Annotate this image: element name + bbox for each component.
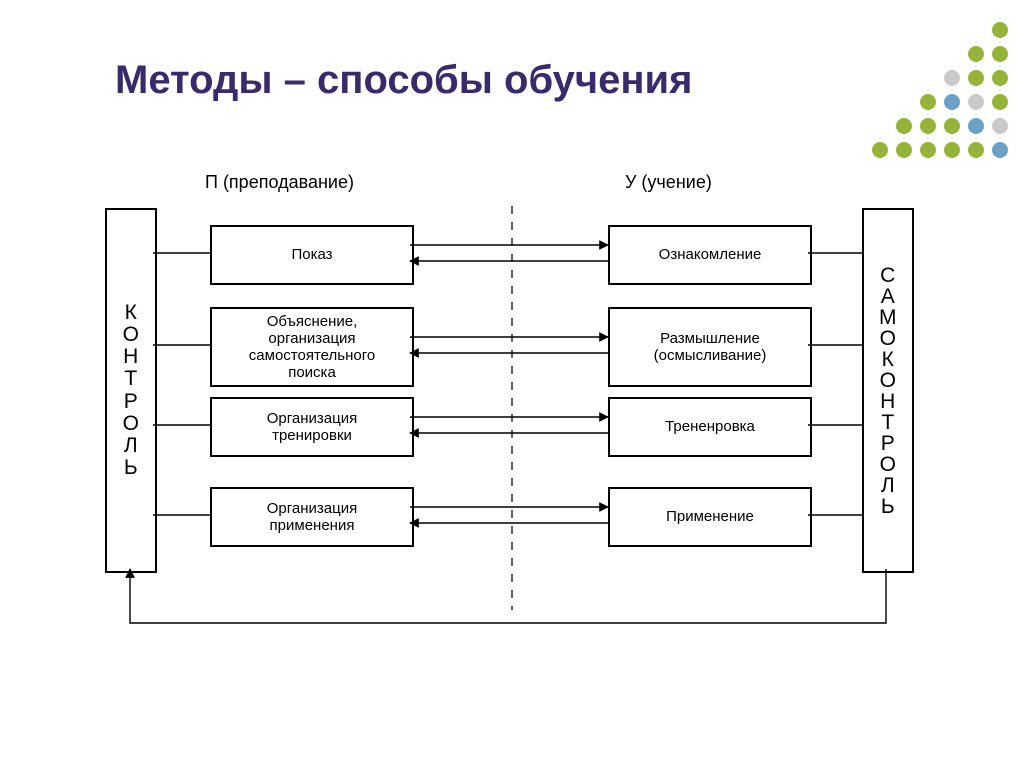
box-reflect: Размышление(осмысливание): [608, 307, 812, 387]
col-header-teaching: П (преподавание): [205, 172, 354, 193]
dot-icon: [968, 46, 984, 62]
dot-icon: [944, 142, 960, 158]
dot-icon: [920, 118, 936, 134]
box-explain: Объяснение,организациясамостоятельногопо…: [210, 307, 414, 387]
dot-icon: [896, 142, 912, 158]
box-familiarize: Ознакомление: [608, 225, 812, 285]
dot-icon: [992, 142, 1008, 158]
box-train-org: Организациятренировки: [210, 397, 414, 457]
box-apply: Применение: [608, 487, 812, 547]
page-title: Методы – способы обучения: [115, 58, 692, 103]
dot-icon: [920, 94, 936, 110]
dot-icon: [896, 118, 912, 134]
dot-icon: [968, 94, 984, 110]
dot-icon: [944, 94, 960, 110]
dot-icon: [968, 118, 984, 134]
dot-icon: [992, 70, 1008, 86]
side-left-control: КОНТРОЛЬ: [105, 208, 157, 573]
dot-icon: [968, 142, 984, 158]
dot-icon: [992, 94, 1008, 110]
box-show: Показ: [210, 225, 414, 285]
dot-icon: [992, 46, 1008, 62]
box-apply-org: Организацияприменения: [210, 487, 414, 547]
side-left-label: КОНТРОЛЬ: [123, 302, 140, 478]
col-header-learning: У (учение): [625, 172, 712, 193]
side-right-label: САМОКОНТРОЛЬ: [879, 265, 897, 517]
dot-icon: [944, 70, 960, 86]
side-right-selfcontrol: САМОКОНТРОЛЬ: [862, 208, 914, 573]
box-train: Трененровка: [608, 397, 812, 457]
dot-icon: [944, 118, 960, 134]
dot-icon: [992, 118, 1008, 134]
dot-icon: [872, 142, 888, 158]
slide: { "canvas": { "w": 1024, "h": 767, "bg":…: [0, 0, 1024, 767]
dot-icon: [992, 22, 1008, 38]
dot-icon: [968, 70, 984, 86]
dot-icon: [920, 142, 936, 158]
